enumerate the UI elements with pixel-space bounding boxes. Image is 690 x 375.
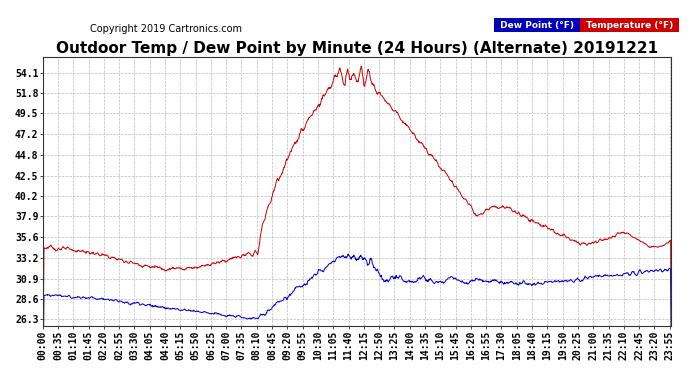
Text: Copyright 2019 Cartronics.com: Copyright 2019 Cartronics.com [90, 24, 242, 34]
Text: Temperature (°F): Temperature (°F) [583, 21, 676, 30]
Title: Outdoor Temp / Dew Point by Minute (24 Hours) (Alternate) 20191221: Outdoor Temp / Dew Point by Minute (24 H… [56, 41, 658, 56]
Text: Dew Point (°F): Dew Point (°F) [497, 21, 577, 30]
